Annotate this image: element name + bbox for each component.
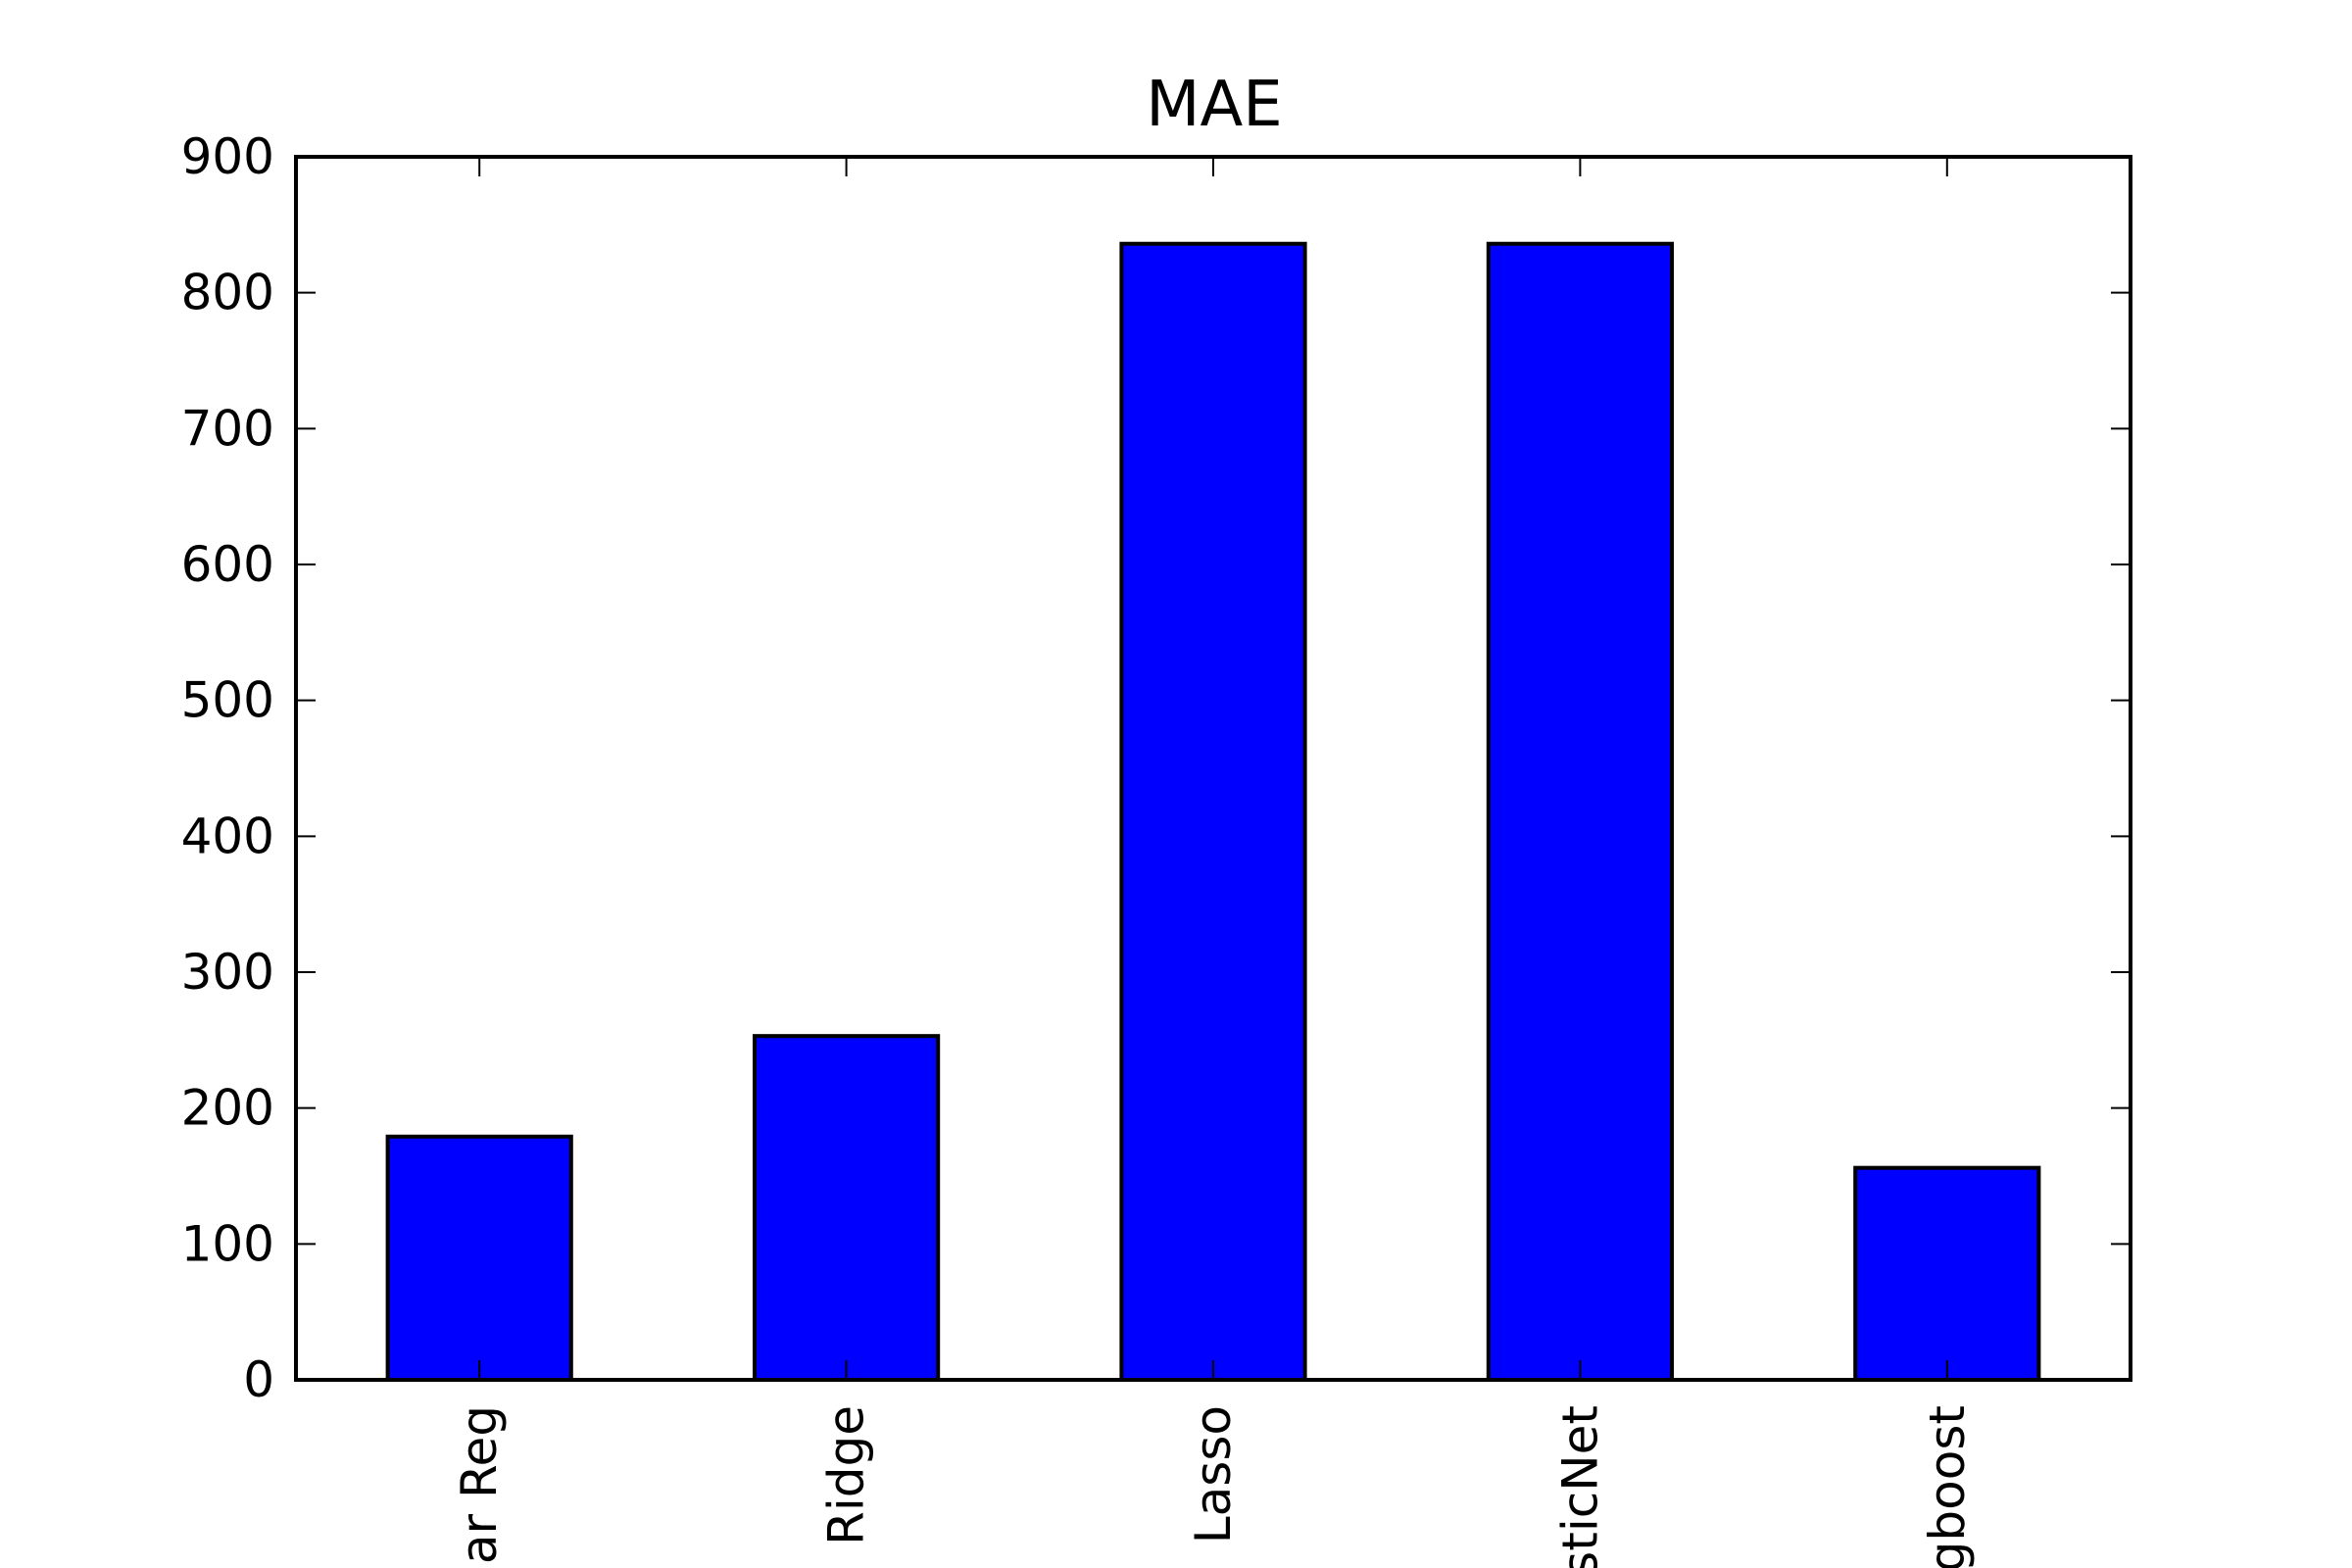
plot-frame <box>294 155 2132 1382</box>
ticks-layer <box>296 156 2131 1381</box>
bar-2 <box>753 1034 941 1383</box>
bars-layer <box>385 241 2041 1383</box>
x-tick-label: ar Reg <box>451 1405 508 1564</box>
y-tick-label: 400 <box>181 808 274 864</box>
y-tick-label: 600 <box>181 536 274 593</box>
y-tick-label: 300 <box>181 944 274 1001</box>
chart-title: MAE <box>1146 69 1282 141</box>
bar-5 <box>1853 1165 2041 1383</box>
x-tick-label: sticNet <box>1551 1405 1608 1568</box>
x-tick-label: gboost <box>1919 1405 1976 1568</box>
y-tick-label: 200 <box>181 1080 274 1137</box>
bar-4 <box>1486 241 1675 1382</box>
x-axis-tick-labels: ar Reg Ridge Lasso sticNet gboost <box>451 1405 1976 1568</box>
y-tick-label: 0 <box>243 1351 274 1408</box>
y-axis-tick-labels: 0 100 200 300 400 500 600 700 800 900 <box>181 128 274 1408</box>
bar-3 <box>1119 241 1307 1382</box>
x-tick-label: Ridge <box>818 1405 875 1545</box>
y-tick-label: 900 <box>181 128 274 185</box>
bar-1 <box>385 1134 573 1383</box>
x-tick-label: Lasso <box>1185 1405 1242 1544</box>
y-tick-label: 700 <box>181 400 274 457</box>
y-tick-label: 500 <box>181 672 274 729</box>
y-tick-label: 100 <box>181 1215 274 1272</box>
y-tick-label: 800 <box>181 265 274 321</box>
